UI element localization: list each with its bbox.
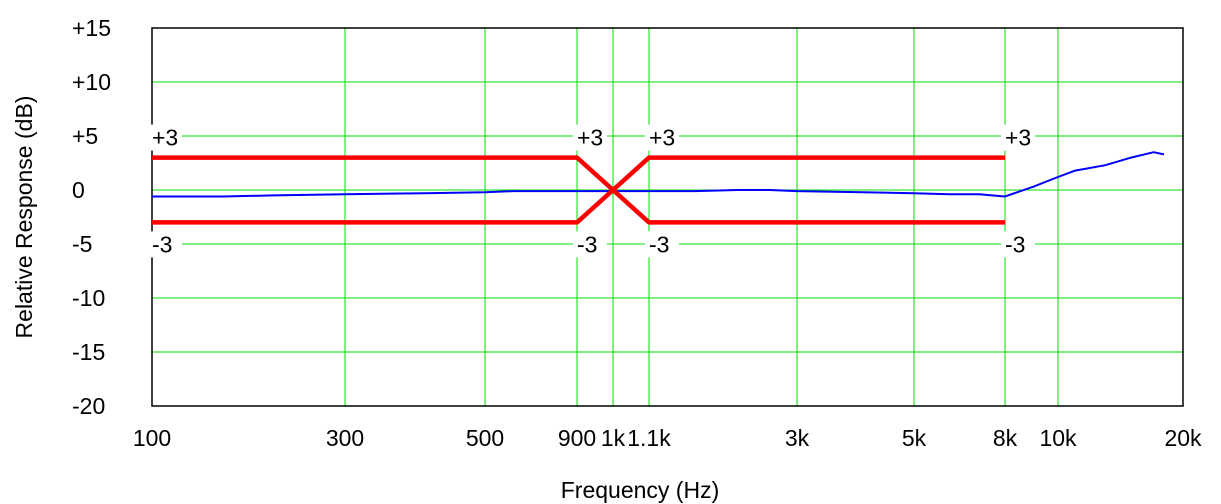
tolerance-annotation: +3 bbox=[1005, 125, 1031, 151]
y-tick-label: -20 bbox=[72, 393, 105, 419]
series-layer bbox=[152, 152, 1164, 222]
y-tick-label: -15 bbox=[72, 339, 105, 365]
x-tick-label: 1.1k bbox=[627, 425, 671, 451]
x-tick-label: 3k bbox=[785, 425, 810, 451]
x-tick-label: 900 bbox=[558, 425, 596, 451]
x-tick-label: 500 bbox=[466, 425, 504, 451]
y-tick-label: -10 bbox=[72, 285, 105, 311]
tolerance-annotation: -3 bbox=[152, 231, 172, 257]
y-tick-label: +15 bbox=[72, 15, 111, 41]
y-tick-label: +5 bbox=[72, 123, 98, 149]
y-tick-label: 0 bbox=[72, 177, 85, 203]
y-tick-label: +10 bbox=[72, 69, 111, 95]
x-axis-title: Frequency (Hz) bbox=[561, 477, 719, 503]
x-tick-label: 10k bbox=[1039, 425, 1077, 451]
tolerance-annotation: -3 bbox=[577, 231, 597, 257]
tolerance-annotation: +3 bbox=[649, 125, 675, 151]
y-axis-title: Relative Response (dB) bbox=[11, 96, 37, 339]
y-tick-labels: +15 +10 +5 0 -5 -10 -15 -20 bbox=[72, 15, 111, 419]
x-tick-label: 300 bbox=[326, 425, 364, 451]
tolerance-annotation: +3 bbox=[152, 125, 178, 151]
x-tick-label: 8k bbox=[993, 425, 1018, 451]
plot-frame bbox=[152, 28, 1183, 406]
x-tick-label: 100 bbox=[133, 425, 171, 451]
tolerance-annotation: -3 bbox=[649, 231, 669, 257]
tolerance-limit-line bbox=[152, 158, 1005, 190]
x-tick-labels: 100 300 500 900 1k 1.1k 3k 5k 8k 10k 20k bbox=[133, 425, 1202, 451]
x-tick-label: 5k bbox=[902, 425, 927, 451]
tolerance-annotation: -3 bbox=[1005, 231, 1025, 257]
tolerance-annotation: +3 bbox=[577, 125, 603, 151]
x-tick-label: 1k bbox=[601, 425, 626, 451]
x-tick-label: 20k bbox=[1164, 425, 1202, 451]
y-tick-label: -5 bbox=[72, 231, 92, 257]
grid bbox=[152, 28, 1183, 406]
